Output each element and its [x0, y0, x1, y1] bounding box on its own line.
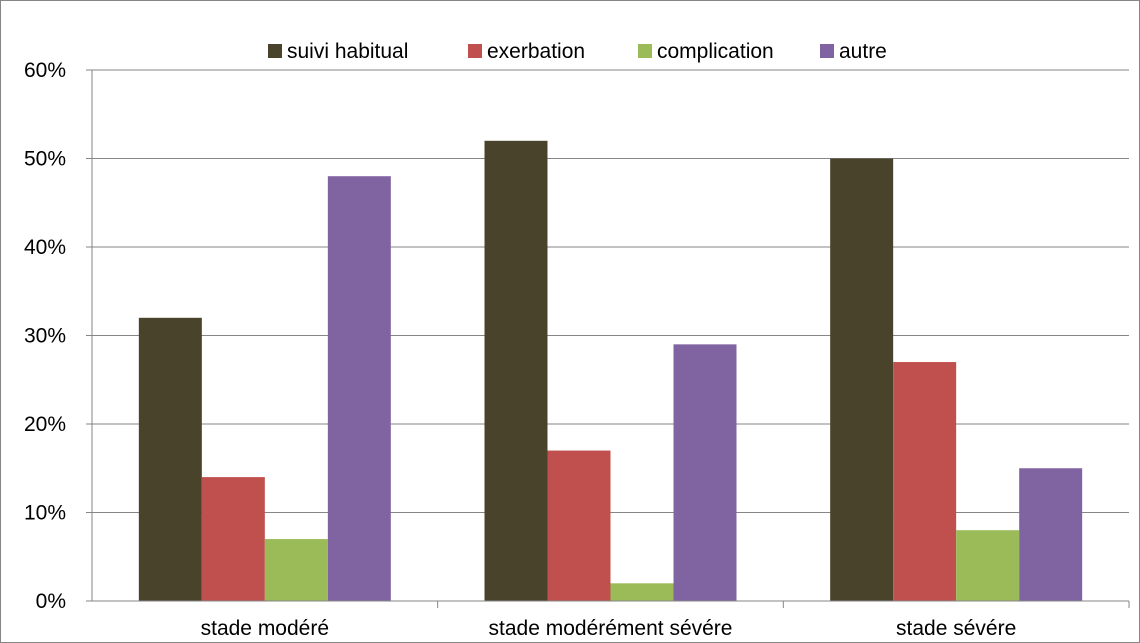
axes [86, 69, 1130, 608]
gridlines [92, 69, 1129, 513]
bar [327, 176, 391, 601]
x-category-labels: stade modéré stade modérément sévére stade… [201, 617, 1017, 640]
legend-label: suivi habitual [287, 40, 408, 63]
legend-swatch [638, 44, 652, 58]
y-tick-label: 50% [24, 148, 66, 171]
y-tick-labels: 0% 10% 20% 30% 40% 50% 60% [24, 59, 66, 613]
bar [893, 362, 957, 601]
y-tick-label: 40% [24, 236, 66, 259]
bar [610, 583, 674, 601]
y-tick-label: 30% [24, 325, 66, 348]
legend-item: exerbation [468, 40, 585, 63]
bar [264, 539, 328, 601]
legend-swatch [820, 44, 834, 58]
bar [138, 317, 202, 601]
y-tick-label: 0% [36, 590, 66, 613]
legend-swatch [468, 44, 482, 58]
x-category-label: stade sévére [896, 617, 1016, 640]
legend-item: suivi habitual [268, 40, 408, 63]
y-tick-label: 10% [24, 502, 66, 525]
legend-item: complication [638, 40, 774, 63]
bar [1019, 468, 1083, 601]
bar [484, 140, 548, 602]
y-tick-label: 20% [24, 413, 66, 436]
legend: suivi habitual exerbation complication autr… [268, 40, 887, 63]
bar [956, 530, 1020, 601]
bar [830, 158, 894, 601]
y-tick-label: 60% [24, 59, 66, 82]
x-category-label: stade modérément sévére [489, 617, 733, 640]
legend-swatch [268, 44, 282, 58]
legend-label: complication [657, 40, 774, 63]
bar [673, 344, 737, 601]
x-category-label: stade modéré [201, 617, 329, 640]
bar [201, 477, 265, 601]
bar [547, 450, 611, 601]
bars [138, 140, 1083, 602]
legend-label: autre [839, 40, 887, 63]
legend-item: autre [820, 40, 887, 63]
legend-label: exerbation [487, 40, 585, 63]
